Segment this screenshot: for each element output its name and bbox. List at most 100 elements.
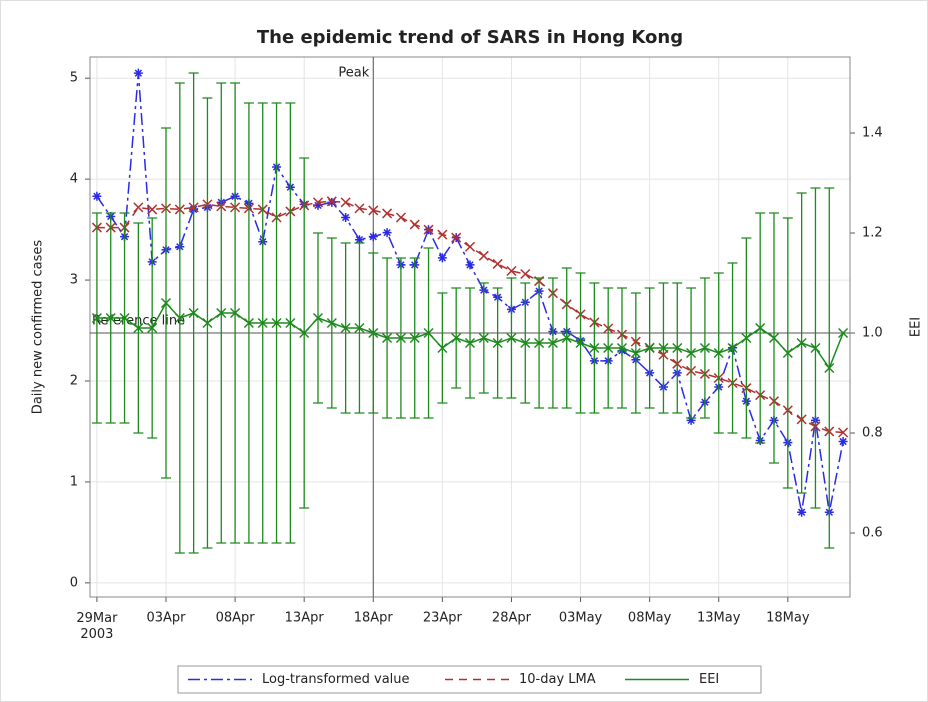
x-tick-label: 08Apr bbox=[216, 611, 256, 626]
data-point bbox=[796, 337, 807, 349]
data-point bbox=[520, 337, 531, 349]
data-point bbox=[105, 312, 116, 324]
x-tick-label: 23Apr bbox=[423, 611, 463, 626]
data-point bbox=[768, 332, 780, 344]
legend-label: Log-transformed value bbox=[262, 672, 410, 687]
y2-tick-label: 0.8 bbox=[862, 426, 883, 441]
legend: Log-transformed value 10-day LMA EEI bbox=[177, 665, 762, 694]
data-point bbox=[464, 241, 476, 252]
data-point bbox=[603, 342, 614, 354]
data-point bbox=[202, 317, 213, 329]
data-point bbox=[589, 342, 600, 354]
data-point bbox=[133, 68, 143, 78]
data-point bbox=[672, 342, 683, 354]
data-point bbox=[147, 204, 158, 215]
y-tick-label: 4 bbox=[70, 172, 78, 187]
data-point bbox=[492, 337, 503, 349]
data-point bbox=[658, 342, 669, 354]
data-point bbox=[713, 347, 724, 359]
data-point bbox=[341, 212, 351, 222]
data-point bbox=[727, 342, 738, 354]
data-point bbox=[437, 229, 448, 240]
data-point bbox=[492, 258, 503, 269]
data-point bbox=[838, 327, 849, 339]
data-point bbox=[313, 200, 323, 210]
data-point bbox=[340, 197, 351, 208]
x-tick-label: 18Apr bbox=[354, 611, 394, 626]
data-point bbox=[465, 260, 475, 270]
data-point bbox=[160, 297, 172, 309]
data-point bbox=[755, 322, 766, 334]
data-point bbox=[312, 197, 324, 208]
data-point bbox=[382, 208, 393, 219]
y-axis-label: Daily new confirmed cases bbox=[31, 240, 46, 415]
data-point bbox=[326, 317, 337, 329]
data-point bbox=[395, 212, 406, 223]
chart-title: The epidemic trend of SARS in Hong Kong bbox=[257, 27, 683, 48]
x-tick-label: 03Apr bbox=[146, 611, 186, 626]
data-point bbox=[478, 332, 489, 344]
y-tick-label: 0 bbox=[70, 575, 78, 590]
data-point bbox=[395, 332, 406, 344]
data-point bbox=[630, 347, 641, 359]
data-point bbox=[534, 337, 545, 349]
data-point bbox=[797, 507, 807, 517]
data-point bbox=[478, 250, 489, 261]
data-point bbox=[506, 265, 517, 277]
data-point bbox=[838, 427, 849, 438]
data-point bbox=[686, 415, 696, 425]
y-tick-label: 1 bbox=[70, 474, 78, 489]
data-point bbox=[437, 342, 448, 354]
data-point bbox=[686, 347, 697, 359]
data-point bbox=[382, 332, 393, 344]
data-point bbox=[271, 317, 282, 329]
x-tick-label: 18May bbox=[766, 611, 810, 626]
data-point bbox=[354, 203, 365, 214]
data-point bbox=[451, 232, 462, 243]
data-point bbox=[92, 191, 102, 201]
x-tick-label: 13Apr bbox=[285, 611, 325, 626]
legend-label: EEI bbox=[699, 672, 719, 687]
data-point bbox=[838, 437, 848, 447]
data-point bbox=[506, 332, 517, 344]
data-point bbox=[230, 307, 241, 319]
data-point bbox=[188, 307, 199, 319]
data-point bbox=[368, 205, 379, 216]
data-point bbox=[257, 317, 268, 329]
data-point bbox=[354, 235, 364, 245]
data-point bbox=[616, 342, 628, 354]
data-point bbox=[368, 232, 378, 242]
y2-tick-label: 0.6 bbox=[862, 526, 883, 541]
data-point bbox=[133, 322, 144, 334]
data-point bbox=[174, 312, 185, 324]
x-tick-label: 28Apr bbox=[492, 611, 532, 626]
data-point bbox=[824, 362, 835, 374]
data-point bbox=[464, 337, 476, 349]
data-point bbox=[147, 322, 158, 334]
x-tick-label: 29Mar 2003 bbox=[76, 611, 118, 642]
data-point bbox=[216, 307, 227, 319]
data-point bbox=[451, 332, 462, 344]
data-point bbox=[382, 228, 392, 238]
x-tick-label: 03May bbox=[559, 611, 603, 626]
data-point bbox=[520, 268, 531, 280]
data-point bbox=[437, 253, 447, 263]
x-tick-label: 13May bbox=[697, 611, 741, 626]
y-tick-label: 3 bbox=[70, 273, 78, 288]
data-point bbox=[340, 322, 351, 334]
plot-frame bbox=[89, 56, 851, 598]
data-point bbox=[423, 327, 434, 339]
data-point bbox=[312, 312, 324, 324]
data-point bbox=[810, 342, 821, 354]
data-point bbox=[782, 347, 793, 359]
data-point bbox=[326, 196, 337, 207]
data-point bbox=[699, 342, 710, 354]
x-tick-label: 08May bbox=[628, 611, 672, 626]
data-point bbox=[368, 327, 379, 339]
data-point bbox=[423, 224, 434, 235]
y2-tick-label: 1.2 bbox=[862, 226, 883, 241]
data-point bbox=[243, 317, 254, 329]
data-point bbox=[561, 332, 572, 344]
